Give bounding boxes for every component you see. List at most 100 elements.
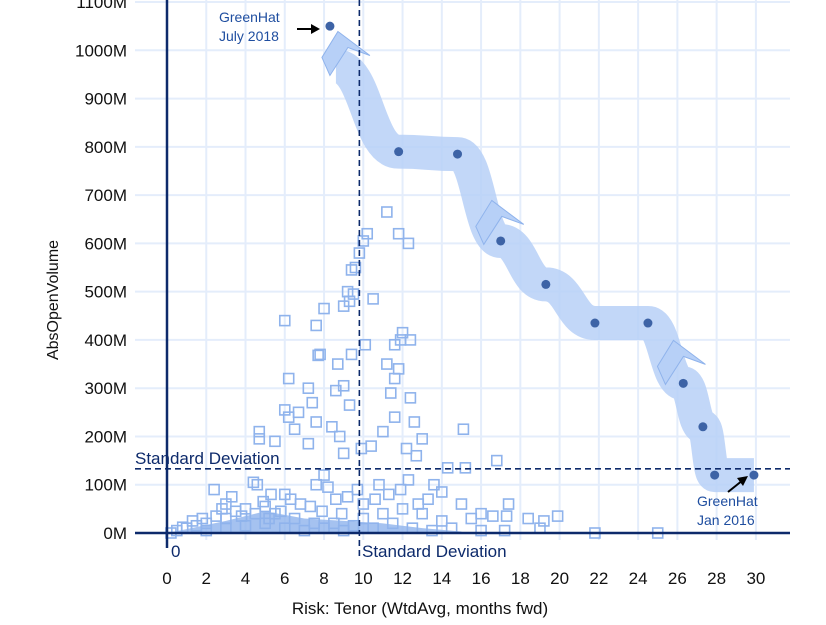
scatter-point <box>316 505 328 518</box>
std-dev-x-label: Standard Deviation <box>362 542 507 561</box>
scatter-point <box>278 314 291 327</box>
x-tick-label: 10 <box>354 569 373 588</box>
scatter-point <box>522 512 534 525</box>
y-tick-label: 800M <box>84 138 127 157</box>
scatter-point <box>538 515 550 527</box>
scatter-point <box>284 493 297 506</box>
scatter-point <box>441 462 454 474</box>
scatter-point <box>322 481 334 493</box>
x-axis-title: Risk: Tenor (WtdAvg, months fwd) <box>292 599 548 618</box>
scatter-point <box>400 442 413 455</box>
scatter-point <box>330 493 342 506</box>
scatter-point <box>392 227 405 240</box>
scatter-point <box>330 384 342 397</box>
scatter-point <box>225 490 238 503</box>
scatter-point <box>341 490 354 503</box>
trend-point <box>710 470 720 480</box>
scatter-point <box>365 440 377 452</box>
scatter-point <box>318 469 330 481</box>
scatter-point <box>335 507 348 520</box>
scatter-point <box>436 515 448 527</box>
x-tick-label: 26 <box>668 569 687 588</box>
ribbon-band <box>332 49 754 493</box>
x-tick-label: 2 <box>202 569 211 588</box>
y-axis-title: AbsOpenVolume <box>45 240 62 360</box>
scatter-points <box>165 206 664 539</box>
trend-point <box>496 236 506 246</box>
y-tick-label: 500M <box>84 283 127 302</box>
scatter-point <box>216 503 228 515</box>
trend-point <box>453 149 463 159</box>
scatter-point <box>502 498 515 510</box>
arrow-icon <box>297 24 320 34</box>
scatter-point <box>208 483 220 496</box>
scatter-point <box>455 498 468 510</box>
scatter-point <box>459 462 472 474</box>
x-tick-label: 24 <box>629 569 648 588</box>
scatter-point <box>377 425 389 438</box>
scatter-point <box>457 423 470 436</box>
y-tick-label: 1100M <box>76 0 127 12</box>
scatter-point <box>257 495 269 508</box>
scatter-point <box>498 524 511 537</box>
scatter-point <box>292 406 305 419</box>
y-tick-label: 300M <box>84 379 127 398</box>
scatter-point <box>347 288 360 300</box>
scatter-point <box>388 338 401 351</box>
scatter-point <box>384 387 397 399</box>
scatter-point <box>490 454 503 467</box>
trend-point <box>590 318 600 328</box>
scatter-point <box>302 437 315 450</box>
scatter-dense-region <box>167 511 462 533</box>
scatter-point <box>302 382 315 394</box>
y-tick-label: 400M <box>84 331 127 350</box>
x-tick-label: 6 <box>280 569 289 588</box>
annotation-july-2018-line2: July 2018 <box>219 28 279 44</box>
trend-point <box>749 470 759 480</box>
x-tick-label: 0 <box>162 569 171 588</box>
scatter-point <box>428 478 440 491</box>
annotation-jan-2016-line1: GreenHat <box>697 493 758 509</box>
scatter-point <box>312 349 324 362</box>
scatter-point <box>357 498 370 510</box>
trend-point <box>678 378 688 388</box>
y-tick-label: 100M <box>84 476 127 495</box>
scatter-point <box>345 264 358 276</box>
scatter-point <box>373 478 385 491</box>
scatter-point <box>500 510 513 522</box>
scatter-point <box>196 512 209 525</box>
scatter-point <box>361 227 374 240</box>
scatter-point <box>388 411 401 423</box>
scatter-point <box>337 447 350 460</box>
scatter-point <box>388 372 401 385</box>
scatter-point <box>381 358 393 370</box>
scatter-point <box>408 416 421 428</box>
reference-lines <box>135 0 790 560</box>
x-tick-label: 14 <box>432 569 451 588</box>
x-tick-label: 30 <box>746 569 765 588</box>
x-tick-label: 20 <box>550 569 569 588</box>
scatter-point <box>288 423 301 436</box>
trend-point <box>541 279 551 289</box>
scatter-point <box>253 425 266 438</box>
scatter-point <box>487 510 499 522</box>
y-tick-label: 200M <box>84 427 127 446</box>
scatter-point <box>475 524 487 537</box>
scatter-point <box>294 498 307 510</box>
scatter-point <box>247 476 260 489</box>
scatter-point <box>436 486 448 498</box>
scatter-point <box>345 348 358 361</box>
scatter-point <box>396 503 409 515</box>
scatter-point <box>269 435 281 448</box>
scatter-point <box>402 237 415 250</box>
x-tick-label: 18 <box>511 569 530 588</box>
scatter-point <box>359 338 372 351</box>
scatter-point <box>343 295 356 308</box>
y-tick-label: 1000M <box>75 41 127 60</box>
scatter-point <box>310 416 322 428</box>
ribbon-arrowhead <box>656 339 706 386</box>
x-tick-label: 8 <box>319 569 328 588</box>
scatter-point <box>314 348 326 361</box>
scatter-point <box>333 430 346 443</box>
